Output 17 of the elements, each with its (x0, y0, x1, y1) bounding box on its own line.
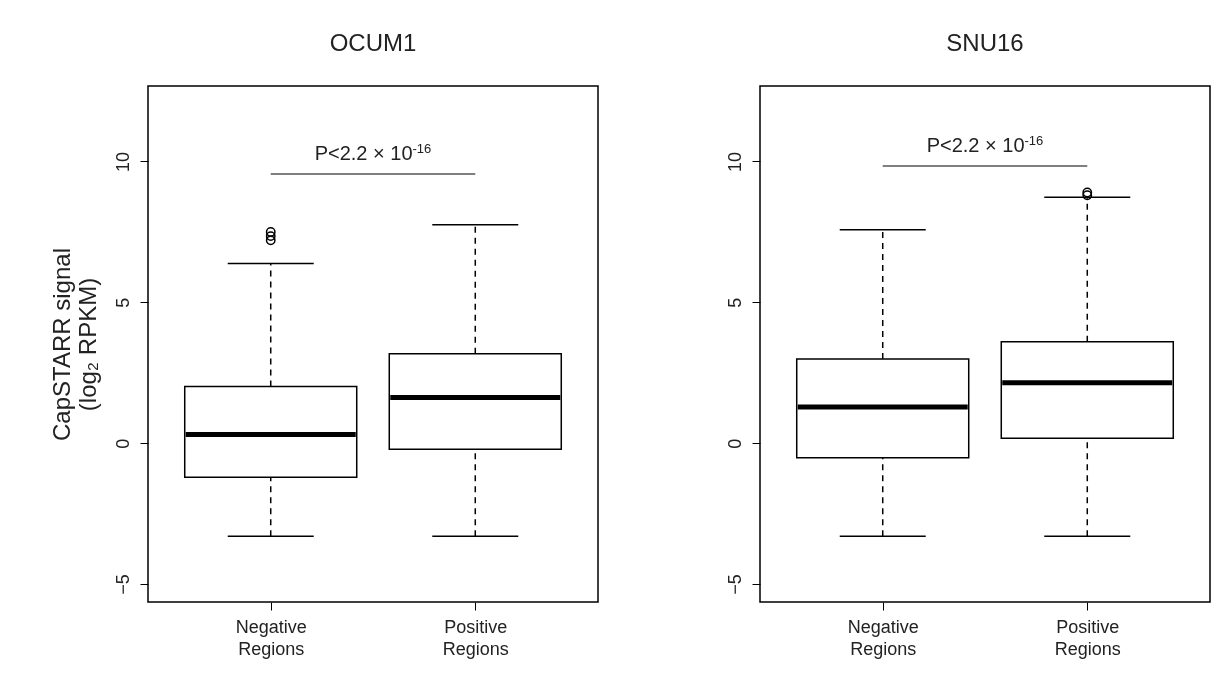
y-tick-label: −5 (112, 574, 133, 595)
x-tick-label: Positive Regions (1054, 616, 1121, 659)
x-tick-label: Negative Regions (847, 616, 919, 659)
y-tick-label: 10 (112, 151, 133, 172)
y-tick-label: 5 (724, 297, 745, 308)
y-tick-label: 10 (724, 151, 745, 172)
y-tick-label: 0 (724, 438, 745, 449)
y-tick-label: −5 (724, 574, 745, 595)
y-axis-title: CapSTARR signal (log₂ RPKM) (47, 248, 101, 441)
y-tick-label: 5 (112, 297, 133, 308)
x-tick-label: Positive Regions (442, 616, 509, 659)
annotation: P<2.2 × 10$^{-16}$ (926, 132, 1044, 156)
annotation: P<2.2 × 10$^{-16}$ (314, 140, 432, 164)
x-tick-label: Negative Regions (235, 616, 307, 659)
chart-title: OCUM1 (329, 29, 417, 56)
y-tick-label: 0 (112, 438, 133, 449)
chart-title: SNU16 (946, 29, 1024, 56)
